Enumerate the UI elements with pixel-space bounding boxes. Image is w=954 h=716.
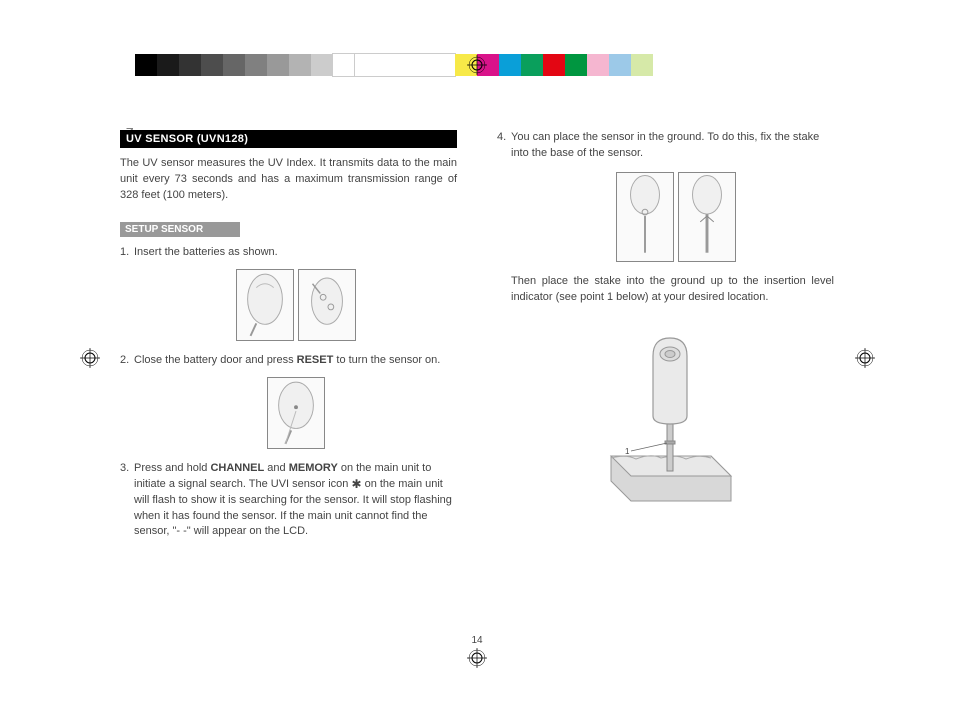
- step-3: Press and hold CHANNEL and MEMORY on the…: [120, 461, 457, 541]
- step-3-text-a: Press and hold: [134, 462, 210, 474]
- registration-mark-icon: [855, 348, 875, 368]
- color-swatch: [223, 54, 245, 76]
- color-swatch: [289, 54, 311, 76]
- print-colorbar: [135, 54, 653, 76]
- ground-illustration: 1: [581, 326, 751, 506]
- figure-box: [678, 172, 736, 262]
- color-swatch: [267, 54, 289, 76]
- step-4-text: You can place the sensor in the ground. …: [511, 131, 819, 159]
- step-2: Close the battery door and press RESET t…: [120, 353, 457, 449]
- color-swatch: [157, 54, 179, 76]
- intro-text: The UV sensor measures the UV Index. It …: [120, 156, 457, 204]
- setup-steps: Insert the batteries as shown.: [120, 245, 457, 541]
- color-swatch: [355, 54, 455, 76]
- left-column: UV SENSOR (UVN128) The UV sensor measure…: [120, 130, 457, 656]
- figure-reset: [134, 377, 457, 449]
- channel-label: CHANNEL: [210, 462, 264, 474]
- step-3-and: and: [264, 462, 288, 474]
- step-4-after: Then place the stake into the ground up …: [497, 274, 834, 306]
- registration-mark-icon: [80, 348, 100, 368]
- figure-box: [616, 172, 674, 262]
- color-swatch: [135, 54, 157, 76]
- color-swatch: [201, 54, 223, 76]
- page-content: UV SENSOR (UVN128) The UV sensor measure…: [120, 130, 834, 656]
- step-4: You can place the sensor in the ground. …: [497, 130, 834, 162]
- step-1-text: Insert the batteries as shown.: [134, 246, 278, 258]
- figure-box: [267, 377, 325, 449]
- step-2-text-a: Close the battery door and press: [134, 354, 297, 366]
- color-swatch: [565, 54, 587, 76]
- section-title: UV SENSOR (UVN128): [120, 130, 457, 148]
- uvi-sensor-icon: ✱: [351, 478, 361, 490]
- reset-label: RESET: [297, 354, 334, 366]
- color-swatch: [245, 54, 267, 76]
- color-swatch: [333, 54, 355, 76]
- figure-box: [236, 269, 294, 341]
- color-swatch: [587, 54, 609, 76]
- figure-ground: 1: [497, 326, 834, 506]
- right-column: You can place the sensor in the ground. …: [497, 130, 834, 656]
- figure-box: [298, 269, 356, 341]
- color-swatch: [179, 54, 201, 76]
- figure-stake: [517, 172, 834, 262]
- color-swatch: [543, 54, 565, 76]
- memory-label: MEMORY: [289, 462, 338, 474]
- color-swatch: [499, 54, 521, 76]
- setup-heading: SETUP SENSOR: [120, 222, 240, 237]
- svg-text:1: 1: [625, 447, 630, 456]
- figure-batteries: [134, 269, 457, 341]
- setup-steps-cont: You can place the sensor in the ground. …: [497, 130, 834, 162]
- color-swatch: [311, 54, 333, 76]
- color-swatch: [631, 54, 653, 76]
- color-swatch: [521, 54, 543, 76]
- step-2-text-b: to turn the sensor on.: [333, 354, 440, 366]
- color-swatch: [609, 54, 631, 76]
- registration-mark-icon: [467, 55, 487, 75]
- step-1: Insert the batteries as shown.: [120, 245, 457, 341]
- page-number: 14: [0, 635, 954, 646]
